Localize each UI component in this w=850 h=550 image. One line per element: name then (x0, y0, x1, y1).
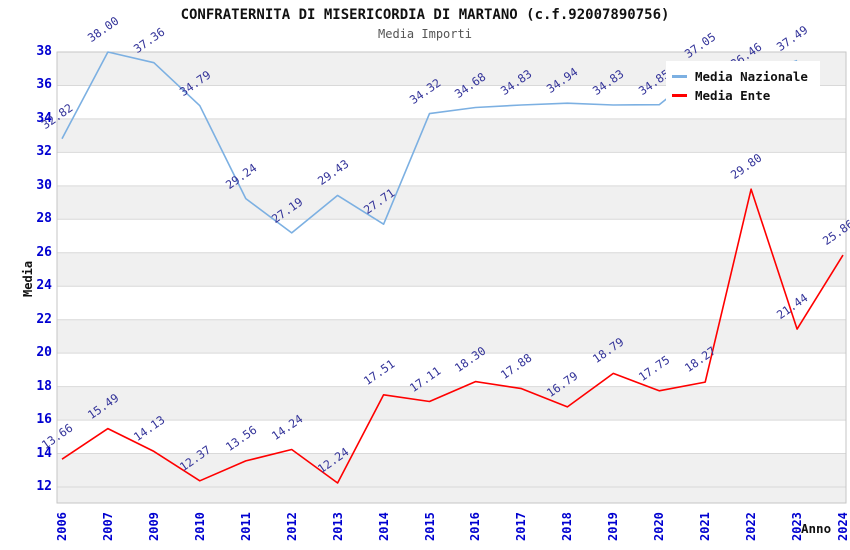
x-tick-label: 2021 (698, 512, 713, 541)
x-tick-label: 2014 (376, 512, 391, 541)
chart-title: CONFRATERNITA DI MISERICORDIA DI MARTANO… (180, 7, 670, 23)
y-tick-label: 12 (36, 479, 52, 494)
band-stripe (57, 185, 846, 220)
y-tick-label: 16 (36, 412, 52, 428)
x-tick-label: 2012 (284, 512, 299, 541)
x-tick-label: 2019 (606, 512, 621, 541)
y-axis-title: Media (21, 260, 35, 297)
plot-border (56, 51, 847, 504)
legend: Media Nazionale Media Ente (666, 61, 820, 111)
x-tick-label: 2022 (744, 512, 759, 541)
y-tick-label: 34 (36, 110, 52, 126)
band-stripe (57, 118, 846, 153)
x-tick-label: 2016 (468, 512, 483, 541)
legend-dash-icon (672, 94, 687, 97)
y-tick-label: 30 (36, 177, 52, 193)
y-tick-label: 18 (36, 378, 52, 394)
x-tick-label: 2013 (330, 512, 345, 541)
x-tick-label: 2017 (514, 512, 529, 541)
x-axis-title: Anno (801, 521, 832, 536)
y-tick-label: 24 (36, 278, 52, 294)
legend-item-label: Media Nazionale (695, 69, 808, 84)
y-tick-label: 26 (36, 244, 52, 260)
y-tick-label: 36 (36, 77, 52, 93)
x-tick-label: 2007 (100, 512, 115, 541)
band-stripe (57, 487, 846, 503)
chart-subtitle: Media Importi (378, 27, 472, 41)
y-tick-label: 32 (36, 144, 52, 160)
band-stripe (57, 453, 846, 487)
legend-item: Media Ente (672, 86, 820, 105)
y-tick-label: 20 (36, 345, 52, 361)
legend-item: Media Nazionale (672, 67, 820, 86)
y-tick-label: 14 (36, 445, 52, 461)
series-line (61, 188, 844, 484)
y-tick-label: 38 (36, 44, 52, 59)
x-tick-label: 2015 (422, 512, 437, 541)
y-tick-label: 22 (36, 311, 52, 327)
x-tick-label: 2024 (836, 512, 850, 541)
x-tick-label: 2020 (652, 512, 667, 541)
x-tick-label: 2018 (560, 512, 575, 541)
x-tick-label: 2010 (192, 512, 207, 541)
y-tick-label: 28 (36, 211, 52, 227)
band-stripe (57, 252, 846, 287)
band-stripe (57, 319, 846, 354)
legend-dash-icon (672, 75, 687, 78)
x-tick-label: 2009 (146, 512, 161, 541)
x-tick-label: 2011 (238, 512, 253, 541)
legend-item-label: Media Ente (695, 88, 771, 103)
x-tick-label: 2006 (55, 512, 69, 541)
